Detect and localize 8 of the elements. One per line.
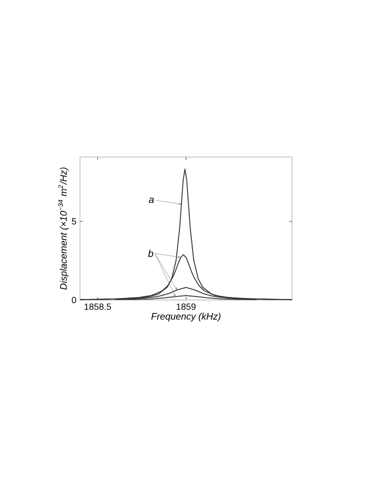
annotation: b xyxy=(148,250,154,258)
x-tick-label: 1859 xyxy=(176,304,196,310)
x-axis-title: Frequency (kHz) xyxy=(151,312,220,322)
y-tick-label: 5 xyxy=(72,218,76,225)
annotation: a xyxy=(148,198,154,204)
y-tick-label: 0 xyxy=(72,296,76,304)
y-axis-title: Displacement (×10$^{−34}$ m$^{2}$/Hz) xyxy=(58,168,69,290)
x-tick-label: 1858.5 xyxy=(84,304,111,310)
